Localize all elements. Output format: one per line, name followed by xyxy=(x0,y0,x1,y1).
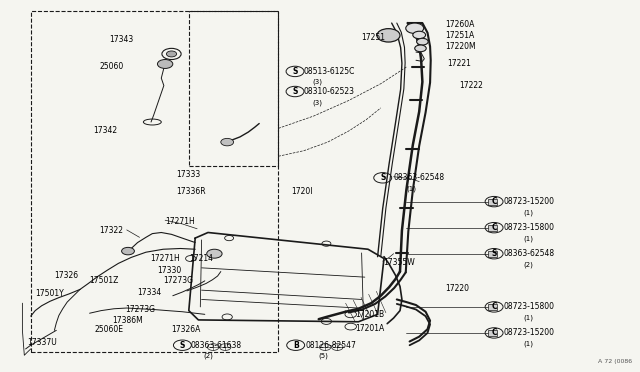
Text: (3): (3) xyxy=(312,79,323,86)
Text: 17271H: 17271H xyxy=(165,217,195,226)
Text: 17322: 17322 xyxy=(99,226,123,235)
Circle shape xyxy=(122,247,134,255)
Text: (5): (5) xyxy=(319,353,328,359)
Text: 17386M: 17386M xyxy=(112,316,143,325)
Text: (2): (2) xyxy=(204,353,213,359)
Text: 17355W: 17355W xyxy=(383,258,415,267)
Text: (1): (1) xyxy=(524,235,534,242)
Text: 17337U: 17337U xyxy=(27,338,56,347)
Text: 1720I: 1720I xyxy=(291,187,313,196)
Text: 17220: 17220 xyxy=(445,284,468,293)
Text: 17220M: 17220M xyxy=(445,42,476,51)
Text: S: S xyxy=(292,67,298,76)
Text: 17273G: 17273G xyxy=(163,276,193,285)
Text: 17334: 17334 xyxy=(138,288,162,297)
Circle shape xyxy=(157,60,173,68)
Text: S: S xyxy=(380,173,385,182)
Text: B: B xyxy=(293,341,298,350)
Text: (1): (1) xyxy=(524,340,534,347)
Circle shape xyxy=(207,249,222,258)
Circle shape xyxy=(166,51,177,57)
Text: A 72 (0086: A 72 (0086 xyxy=(598,359,632,364)
Text: 17333: 17333 xyxy=(176,170,200,179)
Text: 17221: 17221 xyxy=(447,60,470,68)
Text: S: S xyxy=(180,341,185,350)
Text: S: S xyxy=(492,249,497,258)
Text: 17336R: 17336R xyxy=(176,187,205,196)
Text: 17330: 17330 xyxy=(157,266,181,275)
Text: 08723-15800: 08723-15800 xyxy=(503,223,554,232)
Text: 17343: 17343 xyxy=(109,35,133,44)
Text: (2): (2) xyxy=(524,261,533,268)
Text: 17260A: 17260A xyxy=(445,20,474,29)
Text: C: C xyxy=(492,197,497,206)
Circle shape xyxy=(415,45,426,52)
Text: 17201B: 17201B xyxy=(355,310,385,319)
Text: 08363-62548: 08363-62548 xyxy=(503,249,554,258)
Text: (1): (1) xyxy=(524,314,534,321)
Text: 17271H: 17271H xyxy=(150,254,180,263)
Text: 17342: 17342 xyxy=(93,126,117,135)
Text: 08126-82547: 08126-82547 xyxy=(306,341,356,350)
Text: 17201A: 17201A xyxy=(355,324,385,333)
Text: 17501Z: 17501Z xyxy=(90,276,119,285)
Text: 17251A: 17251A xyxy=(445,31,474,40)
Text: 17326A: 17326A xyxy=(172,326,201,334)
Text: 08723-15200: 08723-15200 xyxy=(503,197,554,206)
Text: (1): (1) xyxy=(524,209,534,216)
Text: 08723-15200: 08723-15200 xyxy=(503,328,554,337)
Bar xyxy=(488,251,497,257)
Text: 08723-15800: 08723-15800 xyxy=(503,302,554,311)
Text: 08310-62523: 08310-62523 xyxy=(304,87,355,96)
Text: (1): (1) xyxy=(406,185,417,192)
Circle shape xyxy=(377,29,400,42)
Bar xyxy=(488,225,497,231)
Text: 17222: 17222 xyxy=(460,81,483,90)
Bar xyxy=(488,304,497,310)
Bar xyxy=(189,11,278,166)
Bar xyxy=(488,330,497,336)
Text: 25060: 25060 xyxy=(99,62,124,71)
Circle shape xyxy=(413,31,426,39)
Text: S: S xyxy=(292,87,298,96)
Circle shape xyxy=(406,23,424,33)
Text: 17273G: 17273G xyxy=(125,305,155,314)
Text: 17326: 17326 xyxy=(54,271,79,280)
Text: 08363-62548: 08363-62548 xyxy=(394,173,445,182)
Text: (3): (3) xyxy=(312,99,323,106)
Circle shape xyxy=(417,38,428,45)
Text: 08363-61638: 08363-61638 xyxy=(191,341,242,350)
Text: 17214: 17214 xyxy=(189,254,212,263)
Text: C: C xyxy=(492,302,497,311)
Bar xyxy=(31,11,278,352)
Text: 08513-6125C: 08513-6125C xyxy=(304,67,355,76)
Text: 17501Y: 17501Y xyxy=(35,289,64,298)
Text: C: C xyxy=(492,223,497,232)
Text: 17251: 17251 xyxy=(362,33,385,42)
Text: 25060E: 25060E xyxy=(95,326,124,334)
Text: C: C xyxy=(492,328,497,337)
Circle shape xyxy=(221,138,234,146)
Bar xyxy=(488,199,497,205)
